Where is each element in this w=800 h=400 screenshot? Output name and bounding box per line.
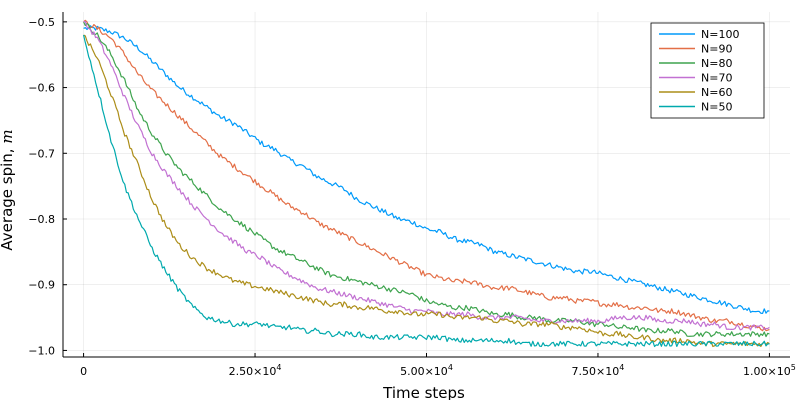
legend-entry-label: N=90 [701,43,732,56]
y-tick-label: −1.0 [28,344,55,357]
y-tick-label: −0.8 [28,213,55,226]
series-line-n-100 [83,25,770,314]
grid [63,12,790,357]
x-tick-label: 1.00×105 [743,363,796,378]
series-line-n-80 [83,21,770,338]
axis-labels: Time steps Average spin, m [0,129,465,400]
legend-entry-label: N=100 [701,28,739,41]
series-line-n-50 [82,34,770,348]
y-tick-label: −0.5 [28,16,55,29]
series-line-n-60 [83,34,770,348]
x-tick-label: 7.50×104 [572,363,625,378]
series-line-n-90 [83,19,770,332]
x-axis-label: Time steps [382,384,465,400]
x-tick-label: 2.50×104 [229,363,282,378]
y-tick-label: −0.7 [28,147,55,160]
y-axis-label-text: Average spin, [0,144,16,251]
legend-entry-label: N=80 [701,57,732,70]
series-lines [82,19,770,348]
y-axis-label-symbol: m [0,129,16,143]
y-tick-label: −0.6 [28,82,55,95]
legend-entry-label: N=50 [701,101,732,114]
x-tick-label: 5.00×104 [400,363,453,378]
legend: N=100 N=90N=80 N=70N=60 N=50 [650,22,765,119]
legend-entry-label: N=70 [701,72,732,85]
y-axis-label: Average spin, m [0,129,16,250]
y-tick-label: −0.9 [28,279,55,292]
legend-entry-label: N=60 [701,86,732,99]
axes [62,12,790,358]
x-tick-label: 0 [80,365,87,378]
legend-box [650,22,765,119]
tick-labels: 0 2.50×104 5.00×104 7.50×104 1.00×105 −0.5 −0.… [28,16,796,378]
